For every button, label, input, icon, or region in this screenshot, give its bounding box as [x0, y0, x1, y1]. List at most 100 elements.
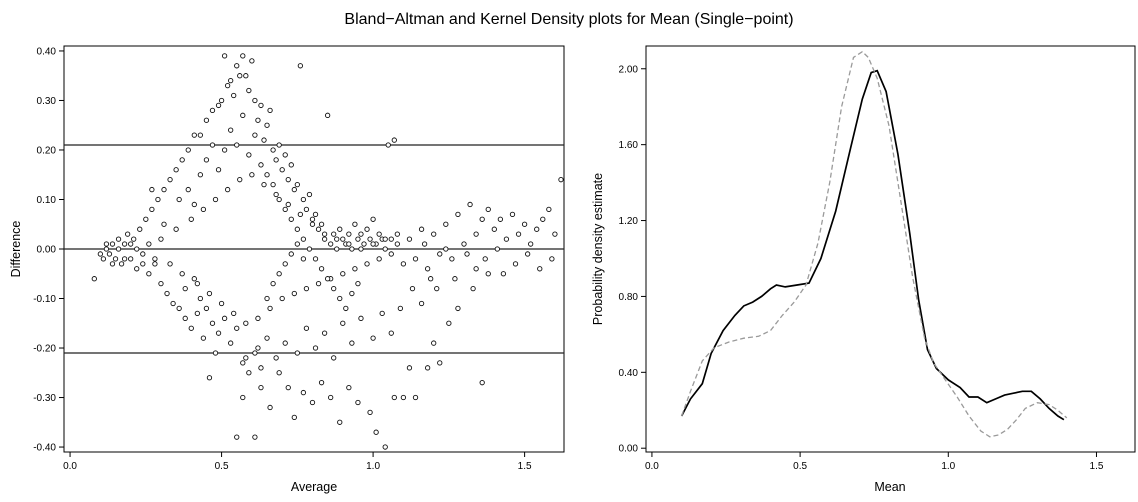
data-point: [315, 226, 322, 232]
data-point: [215, 102, 222, 109]
data-point: [115, 246, 122, 252]
data-point: [540, 216, 546, 222]
data-point: [234, 63, 240, 69]
data-point: [270, 281, 276, 287]
right-y-axis-label: Probability density estimate: [591, 173, 605, 325]
kernel-density-plot: 0.00 0.40 0.80 1.20 1.60 2.00 0.0 0.5 1.0 1.5 Me…: [591, 45, 1136, 494]
data-point: [524, 251, 531, 257]
data-point: [282, 261, 288, 267]
data-point: [537, 266, 543, 272]
data-point: [173, 226, 179, 232]
data-point: [337, 419, 343, 425]
data-point: [258, 365, 264, 371]
right-y-tick-label: 0.40: [619, 368, 639, 379]
data-point: [197, 172, 204, 178]
data-point: [494, 246, 500, 252]
data-point: [349, 290, 355, 297]
data-point: [370, 241, 376, 247]
data-point: [376, 231, 382, 237]
data-point: [164, 290, 170, 297]
data-point: [337, 295, 343, 302]
data-point: [191, 132, 197, 138]
data-point: [118, 261, 125, 267]
data-point: [391, 394, 397, 401]
data-point: [103, 246, 110, 252]
data-point: [306, 246, 313, 252]
data-point: [255, 117, 261, 123]
data-point: [473, 266, 479, 272]
data-point: [285, 384, 291, 391]
data-point: [343, 305, 349, 312]
data-point: [312, 256, 319, 262]
left-y-tick-label: -0.30: [33, 393, 56, 404]
data-point: [267, 305, 273, 312]
data-point: [503, 236, 510, 242]
data-point: [246, 370, 252, 376]
data-point: [479, 380, 485, 386]
right-y-axis: 0.00 0.40 0.80 1.20 1.60 2.00: [619, 64, 646, 455]
data-point: [455, 305, 461, 312]
left-x-tick-label: 1.5: [518, 461, 532, 472]
data-point: [321, 330, 328, 336]
data-point: [485, 271, 491, 277]
data-point: [331, 231, 337, 237]
data-point: [300, 256, 307, 262]
data-point: [355, 399, 361, 406]
data-point: [143, 216, 149, 222]
limits-of-agreement: [64, 144, 564, 354]
data-point: [206, 290, 213, 297]
density-curves: [680, 50, 1068, 438]
data-point: [91, 276, 97, 282]
data-point: [215, 167, 222, 173]
data-point: [346, 384, 352, 391]
data-point: [470, 285, 476, 292]
data-point: [185, 186, 191, 193]
data-point: [528, 241, 534, 247]
data-point: [303, 325, 310, 331]
data-point: [212, 196, 219, 203]
data-point: [309, 221, 316, 227]
data-point: [255, 345, 261, 351]
left-y-tick-label: 0.20: [37, 145, 57, 156]
left-y-axis-label: Difference: [9, 221, 23, 278]
data-point: [309, 216, 316, 222]
data-point: [509, 211, 516, 217]
data-point: [446, 320, 452, 326]
data-point: [203, 117, 210, 123]
data-point: [455, 211, 461, 217]
figure-title: Bland−Altman and Kernel Density plots fo…: [344, 11, 793, 28]
right-x-axis-label: Mean: [874, 480, 905, 494]
data-point: [521, 221, 528, 227]
data-point: [221, 315, 228, 321]
data-point: [234, 142, 240, 148]
data-point: [203, 157, 210, 163]
data-point: [324, 112, 331, 118]
data-point: [412, 394, 419, 401]
data-point: [355, 236, 361, 242]
data-point: [261, 137, 267, 143]
data-point: [297, 211, 304, 217]
data-point: [285, 201, 291, 208]
left-y-tick-label: 0.10: [37, 195, 57, 206]
data-point: [282, 206, 288, 213]
data-point: [197, 132, 204, 138]
data-point: [246, 87, 252, 94]
right-y-tick-label: 1.60: [619, 140, 639, 151]
data-point: [176, 196, 182, 203]
data-point: [137, 226, 143, 232]
data-point: [134, 246, 140, 252]
data-point: [437, 251, 443, 257]
data-point: [240, 360, 246, 366]
data-point: [128, 256, 134, 262]
data-point: [240, 112, 246, 118]
data-point: [364, 261, 370, 267]
data-point: [328, 394, 334, 401]
data-point: [434, 285, 440, 292]
data-point: [249, 58, 255, 64]
data-point: [558, 177, 564, 183]
data-point: [176, 305, 182, 312]
data-point: [240, 394, 246, 401]
data-point: [228, 340, 234, 346]
data-point: [291, 290, 297, 297]
